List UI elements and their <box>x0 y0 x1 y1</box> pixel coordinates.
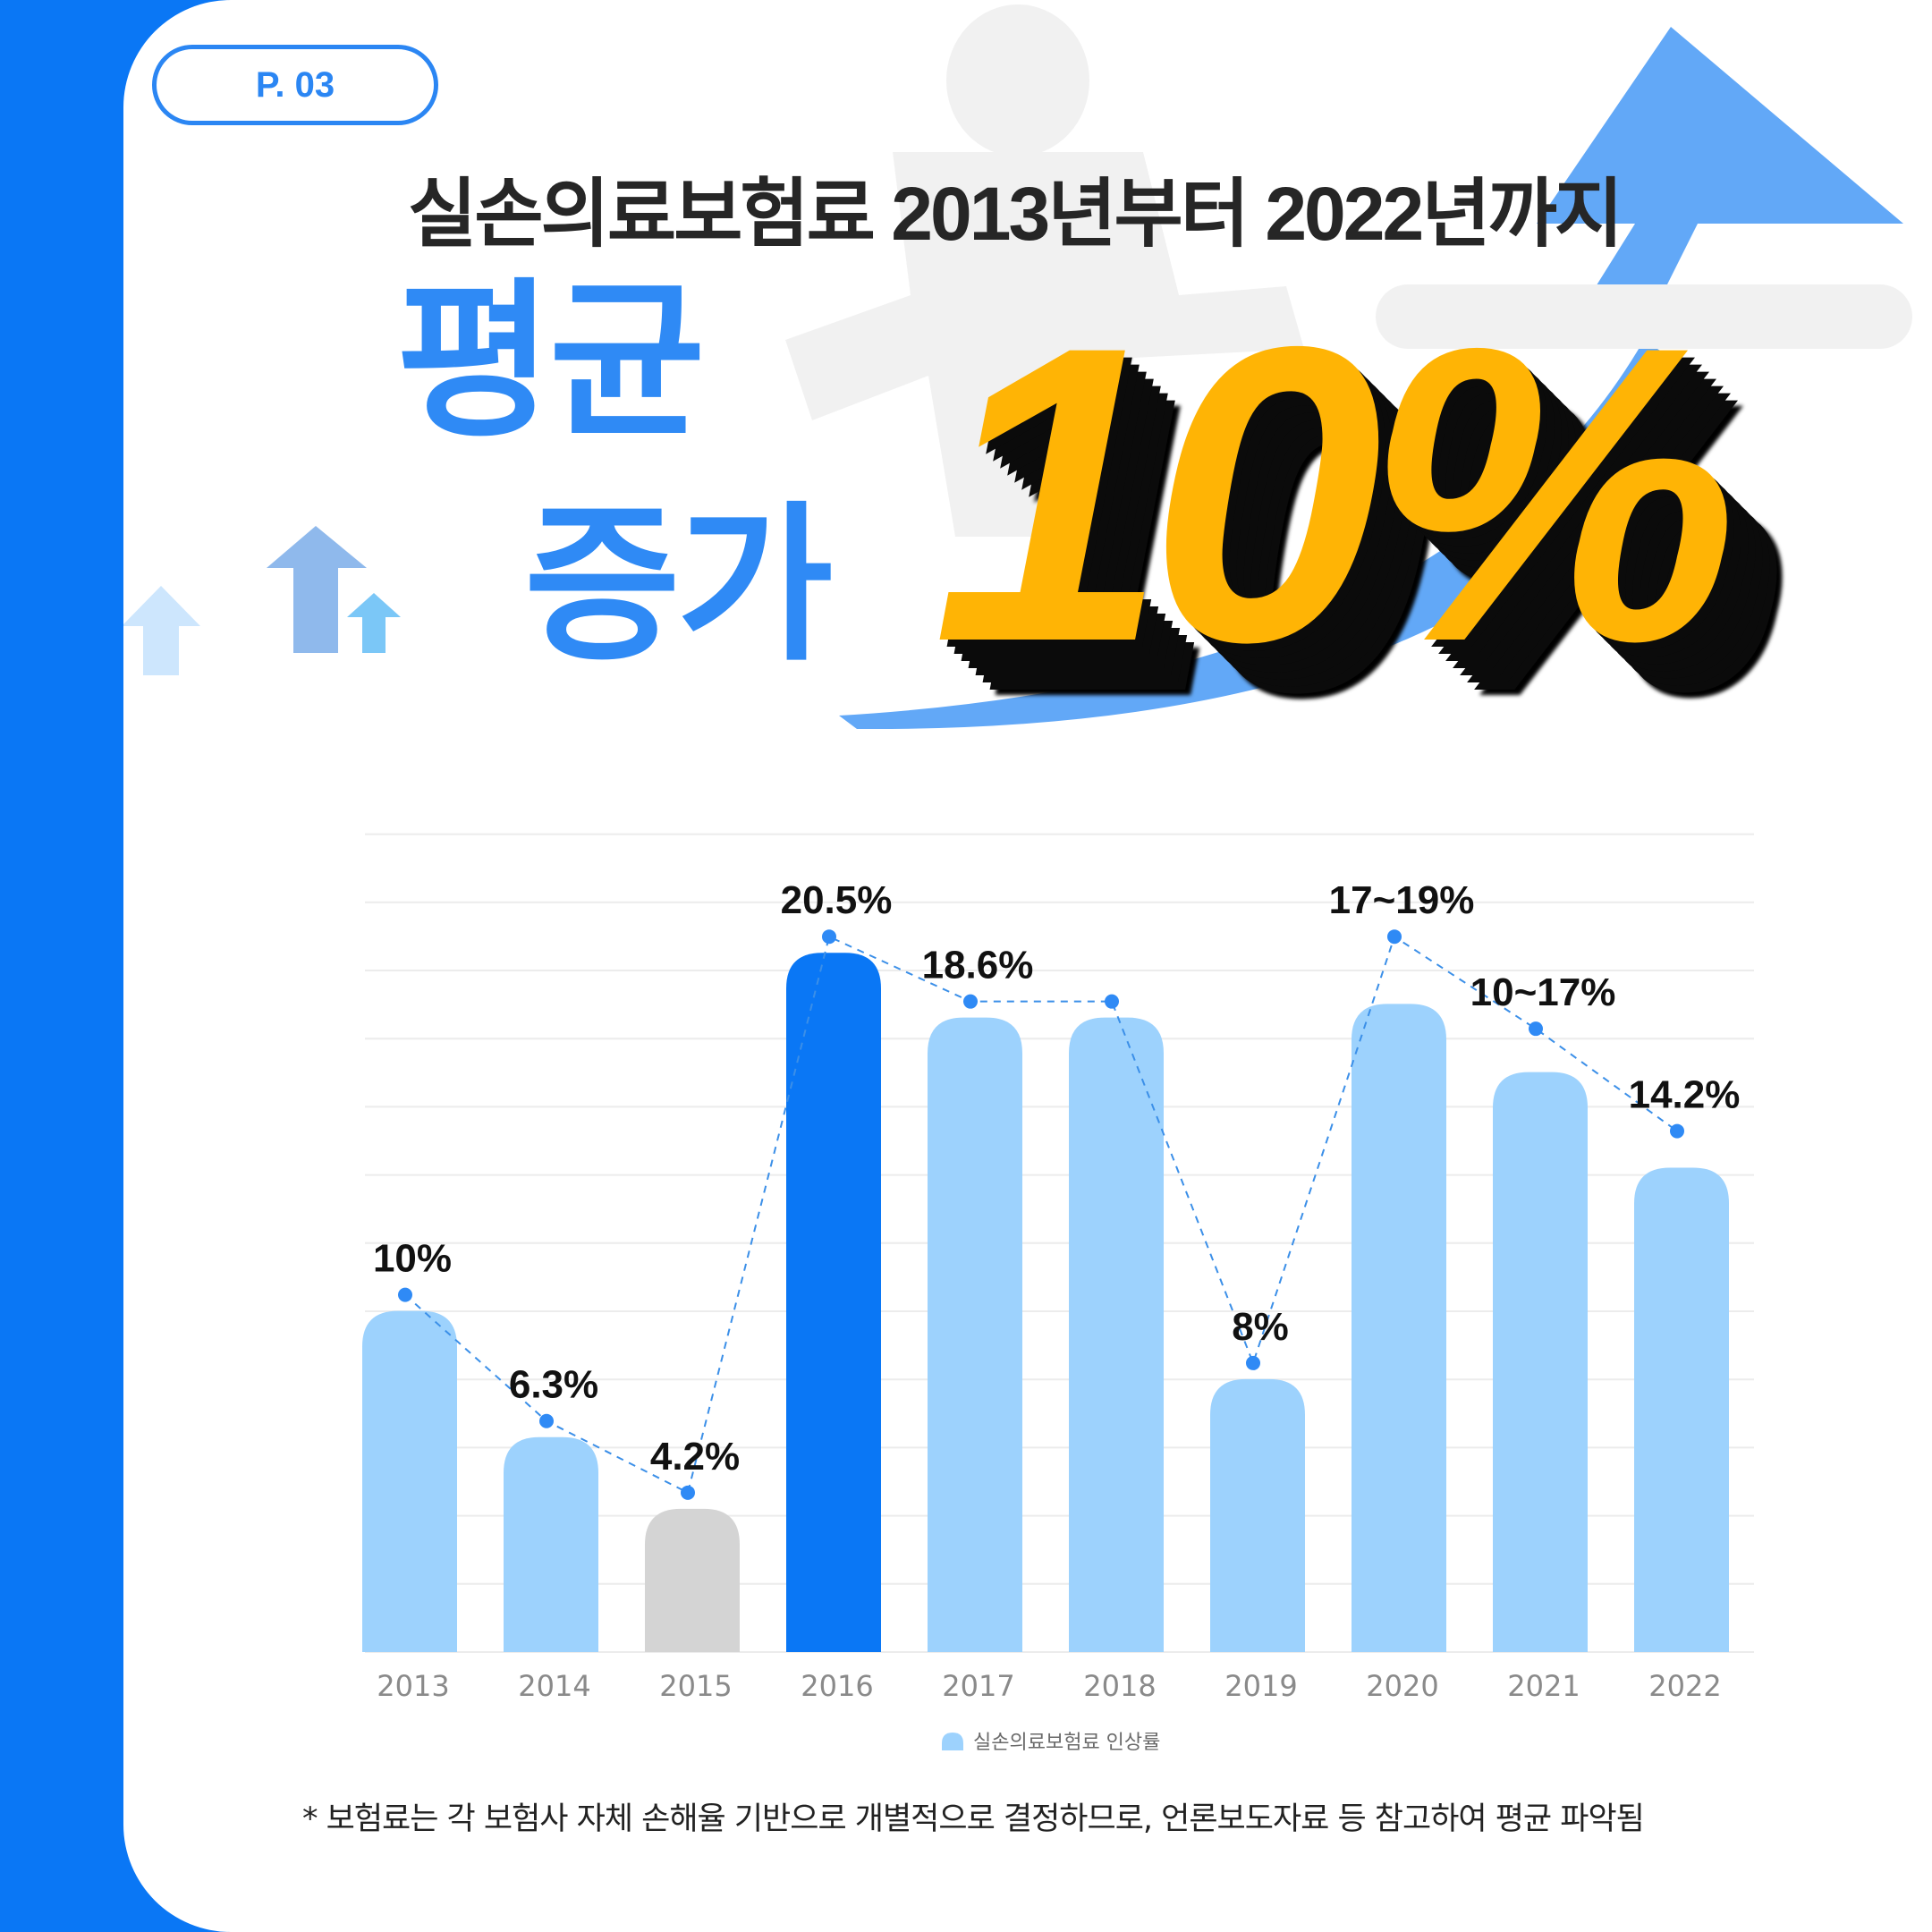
bars <box>362 953 1729 1652</box>
legend: 실손의료보험료 인상률 <box>942 1732 1160 1754</box>
x-tick-label: 2013 <box>377 1669 449 1703</box>
bar-2020 <box>1352 1004 1446 1652</box>
bar-2022 <box>1634 1167 1729 1652</box>
value-label: 14.2% <box>1629 1073 1741 1117</box>
trend-point <box>1105 994 1119 1009</box>
trend-point <box>1670 1123 1684 1139</box>
trend-point <box>398 1287 412 1302</box>
value-label: 10~17% <box>1470 970 1616 1014</box>
x-tick-label: 2020 <box>1366 1669 1438 1703</box>
businessman-silhouette <box>785 4 1304 537</box>
legend-swatch <box>942 1733 963 1750</box>
trend-path <box>404 935 1678 1495</box>
page-number-badge: P. 03 <box>152 45 438 125</box>
trend-point <box>1246 1355 1260 1370</box>
x-axis-ticks: 2013 2014 2015 2016 2017 2018 2019 2020 2021 2022 <box>377 1669 1721 1703</box>
value-labels: 10% 6.3% 4.2% 20.5% 18.6% 8% 17~19% 10~17% 14.2% <box>373 878 1740 1479</box>
increase-word: 증가 <box>524 487 834 684</box>
x-tick-label: 2021 <box>1507 1669 1580 1703</box>
x-tick-label: 2017 <box>942 1669 1014 1703</box>
average-word: 평균 <box>396 263 706 461</box>
small-arrows-icon <box>123 526 401 675</box>
trend-point <box>681 1485 695 1500</box>
bar-2013 <box>362 1310 457 1652</box>
value-label: 6.3% <box>509 1363 598 1407</box>
trend-point <box>822 929 836 945</box>
value-label: 17~19% <box>1329 878 1475 922</box>
x-tick-label: 2016 <box>801 1669 873 1703</box>
content-card: P. 03 실손의료보험료 2013년부터 2022년까지 평균 증가 10% … <box>123 0 1932 1932</box>
bar-2016 <box>786 953 881 1652</box>
headline: 실손의료보험료 2013년부터 2022년까지 <box>408 172 1623 256</box>
bar-chart: 10% 6.3% 4.2% 20.5% 18.6% 8% 17~19% 10~17% 14.2%… <box>362 833 1754 1754</box>
bar-2014 <box>504 1436 598 1652</box>
bar-2015 <box>645 1508 740 1652</box>
bar-2021 <box>1493 1072 1588 1652</box>
bar-2019 <box>1210 1378 1305 1652</box>
bar-2017 <box>928 1017 1022 1652</box>
value-label: 18.6% <box>922 944 1034 987</box>
x-tick-label: 2018 <box>1083 1669 1156 1703</box>
background-decoration <box>123 4 1912 730</box>
x-tick-label: 2014 <box>518 1669 590 1703</box>
trend-point <box>1529 1021 1543 1037</box>
value-label: 4.2% <box>650 1435 740 1479</box>
value-label: 10% <box>373 1237 452 1281</box>
x-tick-label: 2022 <box>1648 1669 1721 1703</box>
x-tick-label: 2019 <box>1224 1669 1297 1703</box>
trend-line <box>398 929 1684 1500</box>
big-percent-figure: 10% <box>933 259 1739 729</box>
trend-point <box>1387 929 1402 945</box>
value-label: 20.5% <box>781 878 893 922</box>
legend-label: 실손의료보험료 인상률 <box>973 1732 1160 1754</box>
x-tick-label: 2015 <box>659 1669 732 1703</box>
rising-arrow-icon <box>839 27 1912 730</box>
footnote: * 보험료는 각 보험사 자체 손해율 기반으로 개별적으로 결정하므로, 언론… <box>302 1801 1645 1837</box>
trend-point <box>539 1413 554 1428</box>
value-label: 8% <box>1232 1305 1289 1349</box>
bar-2018 <box>1069 1017 1164 1652</box>
trend-point <box>963 994 978 1009</box>
